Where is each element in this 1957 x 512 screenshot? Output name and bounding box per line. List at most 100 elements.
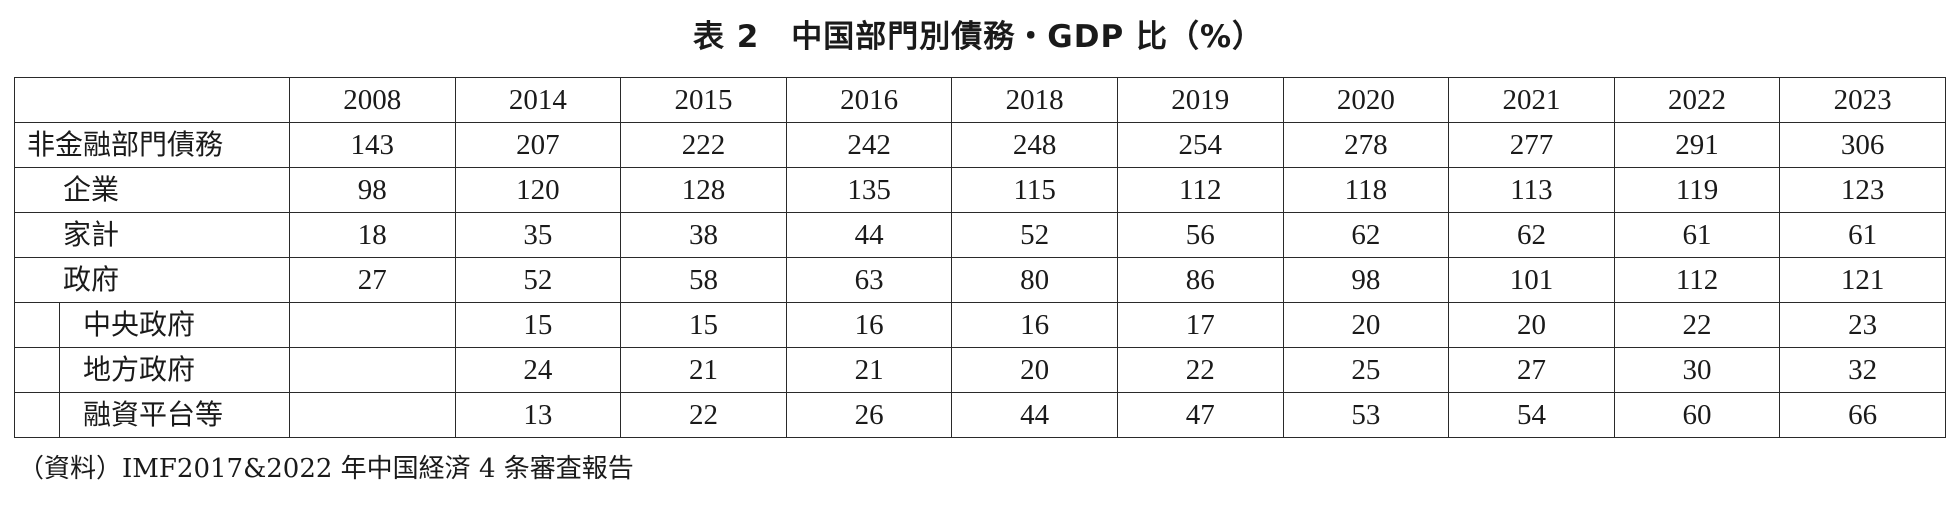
- value-cell: 248: [951, 122, 1118, 168]
- year-header: 2018: [951, 77, 1118, 123]
- value-cell: 86: [1116, 257, 1284, 303]
- value-cell: 61: [1779, 212, 1946, 258]
- row-label: 非金融部門債務: [14, 122, 290, 168]
- value-cell: 20: [1282, 302, 1450, 348]
- table-row-subsector: 地方政府 24 21 21 20 22 25 27 30 32: [14, 347, 1946, 394]
- table-row-total: 非金融部門債務 143 207 222 242 248 254 278 277 291 306: [14, 122, 1946, 168]
- value-cell: 25: [1282, 347, 1450, 393]
- value-cell: 20: [951, 347, 1118, 393]
- value-cell: 44: [951, 392, 1118, 438]
- value-cell: 222: [620, 122, 787, 168]
- value-cell: 30: [1613, 347, 1781, 393]
- value-cell: 54: [1448, 392, 1615, 438]
- value-cell: [289, 347, 456, 393]
- table-row-sector: 家計 18 35 38 44 52 56 62 62 61 61: [14, 212, 1946, 258]
- value-cell: 62: [1448, 212, 1615, 258]
- value-cell: 120: [454, 167, 622, 213]
- row-label: 融資平台等: [14, 392, 290, 439]
- value-cell: 15: [620, 302, 787, 348]
- value-cell: 277: [1448, 122, 1615, 168]
- value-cell: 26: [785, 392, 953, 438]
- value-cell: 24: [454, 347, 622, 393]
- value-cell: 58: [620, 257, 787, 303]
- value-cell: 254: [1116, 122, 1284, 168]
- value-cell: 13: [454, 392, 622, 438]
- year-header: 2022: [1613, 77, 1781, 123]
- value-cell: 98: [1282, 257, 1450, 303]
- value-cell: 63: [785, 257, 953, 303]
- value-cell: [289, 302, 456, 348]
- value-cell: 15: [454, 302, 622, 348]
- value-cell: 143: [289, 122, 456, 168]
- value-cell: 115: [951, 167, 1118, 213]
- value-cell: 278: [1282, 122, 1450, 168]
- value-cell: 22: [620, 392, 787, 438]
- value-cell: 62: [1282, 212, 1450, 258]
- value-cell: 27: [1448, 347, 1615, 393]
- value-cell: 306: [1779, 122, 1946, 168]
- value-cell: 128: [620, 167, 787, 213]
- value-cell: 123: [1779, 167, 1946, 213]
- value-cell: 22: [1116, 347, 1284, 393]
- row-label: 企業: [14, 167, 290, 213]
- value-cell: 47: [1116, 392, 1284, 438]
- value-cell: 21: [785, 347, 953, 393]
- value-cell: 56: [1116, 212, 1284, 258]
- value-cell: 44: [785, 212, 953, 258]
- debt-to-gdp-table: 2008 2014 2015 2016 2018 2019 2020 2021 …: [14, 77, 1946, 439]
- value-cell: 112: [1613, 257, 1781, 303]
- value-cell: 207: [454, 122, 622, 168]
- value-cell: 121: [1779, 257, 1946, 303]
- value-cell: 20: [1448, 302, 1615, 348]
- value-cell: 38: [620, 212, 787, 258]
- value-cell: 118: [1282, 167, 1450, 213]
- table-title: 表 2 中国部門別債務・GDP 比（%）: [692, 19, 1265, 55]
- year-header: 2019: [1116, 77, 1284, 123]
- header-row: 2008 2014 2015 2016 2018 2019 2020 2021 …: [14, 77, 1946, 123]
- value-cell: 52: [454, 257, 622, 303]
- row-label: 地方政府: [14, 347, 290, 394]
- value-cell: 22: [1613, 302, 1781, 348]
- table-row-sector: 政府 27 52 58 63 80 86 98 101 112 121: [14, 257, 1946, 303]
- year-header: 2021: [1448, 77, 1615, 123]
- value-cell: 60: [1613, 392, 1781, 438]
- year-header: 2023: [1779, 77, 1946, 123]
- value-cell: 17: [1116, 302, 1284, 348]
- value-cell: 23: [1779, 302, 1946, 348]
- year-header: 2014: [454, 77, 622, 123]
- year-header: 2020: [1282, 77, 1450, 123]
- value-cell: 101: [1448, 257, 1615, 303]
- value-cell: 61: [1613, 212, 1781, 258]
- value-cell: 27: [289, 257, 456, 303]
- corner-header-cell: [14, 77, 290, 123]
- value-cell: 53: [1282, 392, 1450, 438]
- table-row-subsector: 融資平台等 13 22 26 44 47 53 54 60 66: [14, 392, 1946, 439]
- table-row-sector: 企業 98 120 128 135 115 112 118 113 119 123: [14, 167, 1946, 213]
- row-label: 政府: [14, 257, 290, 303]
- value-cell: 16: [951, 302, 1118, 348]
- year-header: 2016: [785, 77, 953, 123]
- value-cell: [289, 392, 456, 438]
- year-header: 2015: [620, 77, 787, 123]
- value-cell: 16: [785, 302, 953, 348]
- row-label: 家計: [14, 212, 290, 258]
- value-cell: 242: [785, 122, 953, 168]
- value-cell: 112: [1116, 167, 1284, 213]
- table-body: 非金融部門債務 143 207 222 242 248 254 278 277 291 306 企業 9…: [14, 122, 1946, 439]
- value-cell: 66: [1779, 392, 1946, 438]
- value-cell: 35: [454, 212, 622, 258]
- value-cell: 21: [620, 347, 787, 393]
- value-cell: 98: [289, 167, 456, 213]
- value-cell: 80: [951, 257, 1118, 303]
- row-label: 中央政府: [14, 302, 290, 349]
- source-note: （資料）IMF2017&2022 年中国経済 4 条審査報告: [18, 454, 634, 484]
- value-cell: 119: [1613, 167, 1781, 213]
- table-row-subsector: 中央政府 15 15 16 16 17 20 20 22 23: [14, 302, 1946, 349]
- value-cell: 18: [289, 212, 456, 258]
- value-cell: 135: [785, 167, 953, 213]
- value-cell: 291: [1613, 122, 1781, 168]
- value-cell: 113: [1448, 167, 1615, 213]
- value-cell: 32: [1779, 347, 1946, 393]
- value-cell: 52: [951, 212, 1118, 258]
- year-header: 2008: [289, 77, 456, 123]
